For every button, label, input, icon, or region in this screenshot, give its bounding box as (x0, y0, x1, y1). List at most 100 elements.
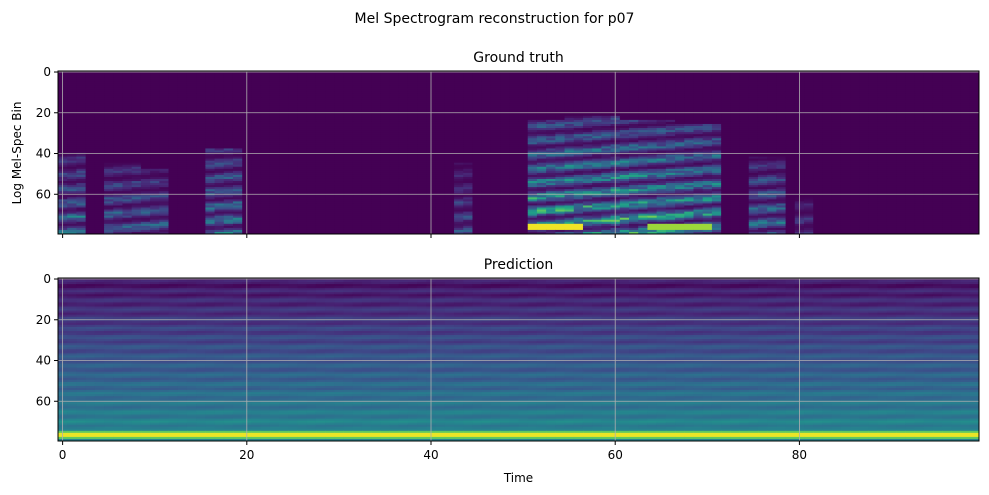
heatmap-cell (417, 81, 427, 84)
heatmap-cell (168, 142, 179, 145)
heatmap-cell (914, 101, 925, 105)
heatmap-cell (546, 119, 556, 123)
heatmap-cell (969, 138, 980, 141)
heatmap-cell (76, 83, 87, 86)
heatmap-cell (168, 77, 179, 80)
heatmap-cell (656, 150, 667, 153)
heatmap-cell (159, 164, 170, 168)
heatmap-cell (500, 142, 510, 145)
heatmap-cell (675, 130, 685, 133)
heatmap-cell (159, 107, 170, 111)
heatmap-cell (177, 150, 188, 153)
heatmap-cell (306, 89, 317, 92)
heatmap-cell (288, 160, 298, 164)
heatmap-cell (675, 126, 685, 129)
heatmap-cell (868, 103, 879, 107)
heatmap-cell (886, 81, 897, 84)
heatmap-cell (168, 150, 179, 153)
heatmap-cell (94, 142, 105, 145)
heatmap-cell (490, 154, 501, 158)
heatmap-cell (297, 168, 308, 172)
heatmap-cell (269, 119, 280, 123)
heatmap-cell (417, 121, 427, 125)
heatmap-cell (417, 115, 427, 119)
heatmap-cell (619, 105, 630, 109)
heatmap-cell (840, 113, 851, 117)
heatmap-cell (813, 156, 823, 160)
heatmap-cell (665, 93, 676, 96)
heatmap-cell (767, 103, 777, 107)
heatmap-cell (205, 93, 216, 96)
heatmap-cell (527, 119, 538, 123)
heatmap-cell (527, 158, 538, 162)
heatmap-cell (767, 156, 777, 160)
heatmap-cell (361, 99, 372, 103)
heatmap-cell (334, 140, 345, 143)
heatmap-cell (150, 130, 160, 133)
heatmap-cell (297, 140, 308, 143)
heatmap-cell (730, 164, 741, 168)
heatmap-cell (711, 119, 722, 123)
heatmap-cell (942, 85, 952, 88)
heatmap-cell (748, 166, 759, 170)
heatmap-cell (656, 119, 667, 123)
heatmap-cell (150, 148, 160, 151)
heatmap-cell (288, 170, 298, 174)
heatmap-cell (490, 144, 501, 147)
heatmap-cell (536, 79, 547, 82)
heatmap-cell (196, 158, 206, 162)
heatmap-cell (785, 77, 796, 80)
heatmap-cell (407, 83, 418, 86)
heatmap-cell (629, 115, 639, 119)
heatmap-cell (730, 132, 741, 135)
heatmap-cell (297, 170, 308, 174)
heatmap-cell (269, 168, 280, 172)
heatmap-cell (896, 132, 906, 135)
heatmap-cell (472, 162, 483, 166)
heatmap-cell (582, 119, 593, 123)
heatmap-cell (536, 97, 547, 101)
heatmap-cell (196, 83, 206, 86)
heatmap-cell (251, 115, 262, 119)
heatmap-cell (582, 75, 593, 78)
heatmap-cell (822, 97, 833, 101)
heatmap-cell (214, 93, 225, 96)
heatmap-cell (352, 107, 363, 111)
heatmap-cell (536, 75, 547, 78)
heatmap-cell (785, 148, 796, 151)
heatmap-cell (186, 156, 197, 160)
heatmap-cell (656, 170, 667, 174)
heatmap-cell (94, 75, 105, 78)
heatmap-cell (905, 144, 916, 147)
heatmap-cell (629, 113, 639, 117)
heatmap-cell (76, 117, 87, 121)
heatmap-cell (269, 73, 280, 76)
heatmap-cell (518, 99, 529, 103)
heatmap-cell (619, 164, 630, 168)
heatmap-cell (463, 103, 473, 107)
heatmap-cell (232, 121, 243, 125)
heatmap-cell (886, 142, 897, 145)
heatmap-cell (767, 148, 777, 151)
heatmap-cell (454, 83, 464, 86)
heatmap-cell (325, 117, 335, 121)
heatmap-cell (398, 85, 409, 88)
heatmap-cell (435, 109, 446, 113)
heatmap-cell (232, 146, 243, 149)
heatmap-cell (739, 170, 750, 174)
heatmap-cell (923, 83, 934, 86)
heatmap-cell (730, 105, 741, 109)
heatmap-cell (122, 117, 133, 121)
heatmap-cell (767, 140, 777, 143)
heatmap-cell (205, 158, 216, 162)
heatmap-cell (288, 166, 298, 170)
heatmap-cell (877, 85, 888, 88)
heatmap-cell (76, 79, 87, 82)
heatmap-cell (159, 136, 170, 139)
heatmap-cell (361, 91, 372, 94)
heatmap-cell (76, 89, 87, 92)
heatmap-cell (481, 160, 492, 164)
heatmap-cell (140, 113, 151, 117)
heatmap-cell (573, 160, 584, 164)
heatmap-cell (159, 170, 170, 174)
